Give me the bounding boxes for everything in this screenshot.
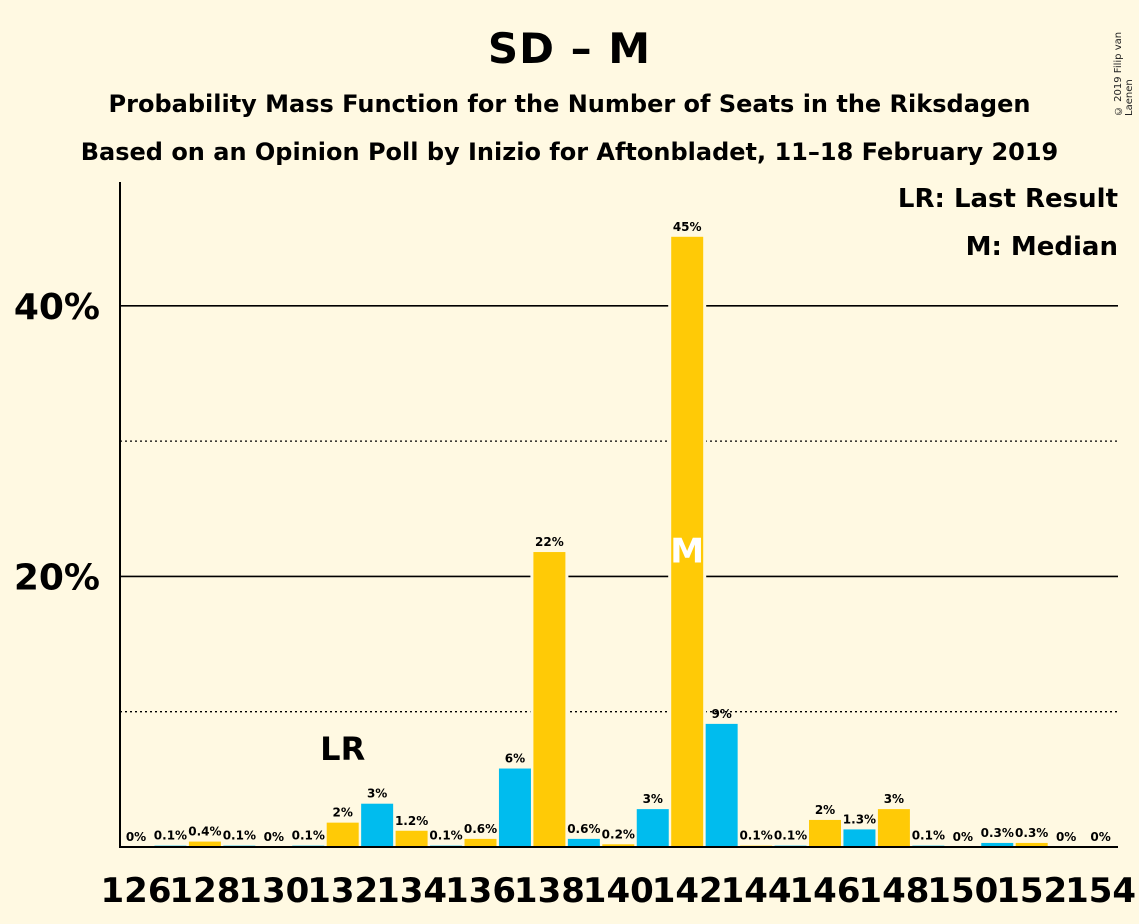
bar-value-label: 0.1%	[774, 829, 807, 843]
bar	[188, 841, 221, 847]
bar-value-label: 2%	[815, 803, 835, 817]
bar	[981, 842, 1014, 847]
bar	[1015, 842, 1048, 847]
y-tick-label: 20%	[14, 557, 100, 598]
x-tick-label: 148	[858, 871, 929, 911]
median-marker: M	[670, 531, 704, 571]
bar-value-label: 0.1%	[154, 829, 187, 843]
x-tick-label: 126	[101, 871, 172, 911]
bar-value-label: 3%	[367, 787, 387, 801]
x-tick-label: 152	[996, 871, 1067, 911]
bar	[671, 236, 704, 847]
bar	[361, 803, 394, 847]
bar-value-label: 0%	[1056, 830, 1076, 844]
bar	[843, 829, 876, 847]
bar-value-label: 2%	[333, 806, 353, 820]
chart-subtitle-1: Probability Mass Function for the Number…	[108, 90, 1031, 118]
bar-value-label: 22%	[535, 535, 564, 549]
x-tick-label: 128	[169, 871, 240, 911]
bar-value-label: 0.6%	[464, 822, 497, 836]
x-tick-label: 130	[238, 871, 309, 911]
x-tick-label: 146	[790, 871, 861, 911]
y-tick-label: 40%	[14, 287, 100, 328]
legend-median: M: Median	[965, 232, 1118, 262]
bar-value-label: 0%	[264, 830, 284, 844]
bar-value-label: 0%	[953, 830, 973, 844]
bar	[705, 723, 738, 847]
legend-last-result: LR: Last Result	[897, 184, 1118, 214]
bar-value-label: 0.1%	[292, 829, 325, 843]
bar-value-label: 0.4%	[188, 825, 221, 839]
bar-value-label: 0.3%	[981, 826, 1014, 840]
x-tick-label: 132	[307, 871, 378, 911]
bar-value-label: 6%	[505, 752, 525, 766]
x-tick-label: 140	[583, 871, 654, 911]
bar	[636, 809, 669, 847]
bar	[567, 838, 600, 847]
x-tick-label: 138	[514, 871, 585, 911]
bar	[533, 552, 566, 847]
bar	[877, 809, 910, 847]
bar	[809, 819, 841, 847]
bar	[326, 822, 359, 847]
bar-value-label: 0.2%	[602, 827, 635, 841]
chart-title: SD – M	[487, 24, 652, 73]
x-tick-label: 134	[376, 871, 447, 911]
last-result-marker: LR	[320, 730, 365, 768]
x-tick-label: 150	[927, 871, 998, 911]
bar-value-label: 3%	[884, 792, 904, 806]
x-tick-label: 144	[721, 871, 792, 911]
bar	[602, 844, 635, 847]
x-tick-label: 136	[445, 871, 516, 911]
bar-value-label: 45%	[673, 220, 702, 234]
bar-value-label: 0.1%	[223, 829, 256, 843]
chart-subtitle-2: Based on an Opinion Poll by Inizio for A…	[80, 138, 1059, 166]
bar	[464, 838, 497, 847]
bar-value-label: 0.1%	[429, 829, 462, 843]
bar-value-label: 0.6%	[567, 822, 600, 836]
bar-value-label: 0%	[1090, 830, 1110, 844]
bar-value-label: 0.3%	[1015, 826, 1048, 840]
bar-value-label: 0.1%	[739, 829, 772, 843]
bar-value-label: 0%	[126, 830, 146, 844]
x-tick-label: 142	[652, 871, 723, 911]
bar-value-label: 3%	[643, 792, 663, 806]
bar-value-label: 1.3%	[843, 812, 876, 826]
x-tick-label: 154	[1065, 871, 1136, 911]
bar-value-label: 0.1%	[912, 829, 945, 843]
bar-value-label: 9%	[711, 707, 731, 721]
bar	[498, 768, 531, 847]
bar	[395, 830, 428, 847]
bar-value-label: 1.2%	[395, 814, 428, 828]
